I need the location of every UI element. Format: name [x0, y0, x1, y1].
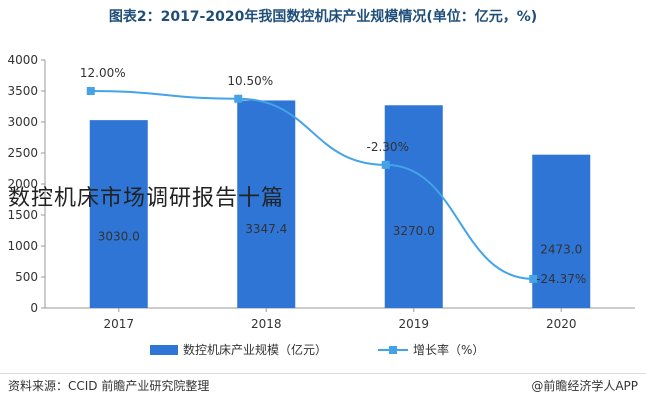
growth-rate-point: [381, 160, 390, 169]
bar-data-label: 2473.0: [540, 243, 582, 257]
growth-rate-label: -2.30%: [367, 140, 409, 154]
bar: [532, 154, 591, 308]
bar: [237, 100, 296, 308]
growth-rate-point: [86, 87, 95, 95]
growth-rate-label: 12.00%: [80, 66, 126, 80]
brand-credit: @前瞻经济学人APP: [531, 379, 638, 393]
y-tick-label: 1000: [7, 239, 38, 253]
y-tick-label: 2500: [7, 146, 38, 160]
y-tick-label: 3500: [7, 84, 38, 98]
growth-rate-label: 10.50%: [227, 74, 273, 88]
y-tick-label: 4000: [7, 53, 38, 67]
source-note: 资料来源：CCID 前瞻产业研究院整理: [8, 379, 210, 393]
chart-title: 图表2：2017-2020年我国数控机床产业规模情况(单位：亿元，%): [108, 9, 538, 25]
bar-data-label: 3347.4: [245, 222, 287, 236]
x-tick-label: 2020: [546, 317, 577, 331]
growth-rate-label: -24.37%: [536, 272, 586, 286]
x-tick-label: 2017: [103, 317, 134, 331]
bar-data-label: 3270.0: [393, 224, 435, 238]
growth-rate-point: [529, 274, 538, 283]
x-tick-label: 2019: [398, 317, 429, 331]
growth-rate-point: [234, 94, 243, 103]
y-tick-label: 500: [15, 270, 38, 284]
bar: [384, 105, 443, 308]
legend-line-marker: [389, 346, 397, 354]
footer-divider: [0, 373, 646, 374]
legend-line-label: 增长率（%）: [413, 342, 484, 357]
growth-rate-line: [90, 90, 534, 280]
legend-bar-label: 数控机床产业规模（亿元）: [183, 342, 327, 357]
bar-data-label: 3030.0: [98, 230, 140, 244]
legend-bar-swatch: [150, 345, 178, 355]
y-tick-label: 1500: [7, 208, 38, 222]
bar: [89, 120, 148, 308]
overlay-title-text: 数控机床市场调研报告十篇: [8, 186, 285, 211]
y-tick-label: 3000: [7, 115, 38, 129]
y-tick-label: 2000: [7, 177, 38, 191]
y-tick-label: 0: [30, 301, 38, 315]
x-tick-label: 2018: [251, 317, 282, 331]
